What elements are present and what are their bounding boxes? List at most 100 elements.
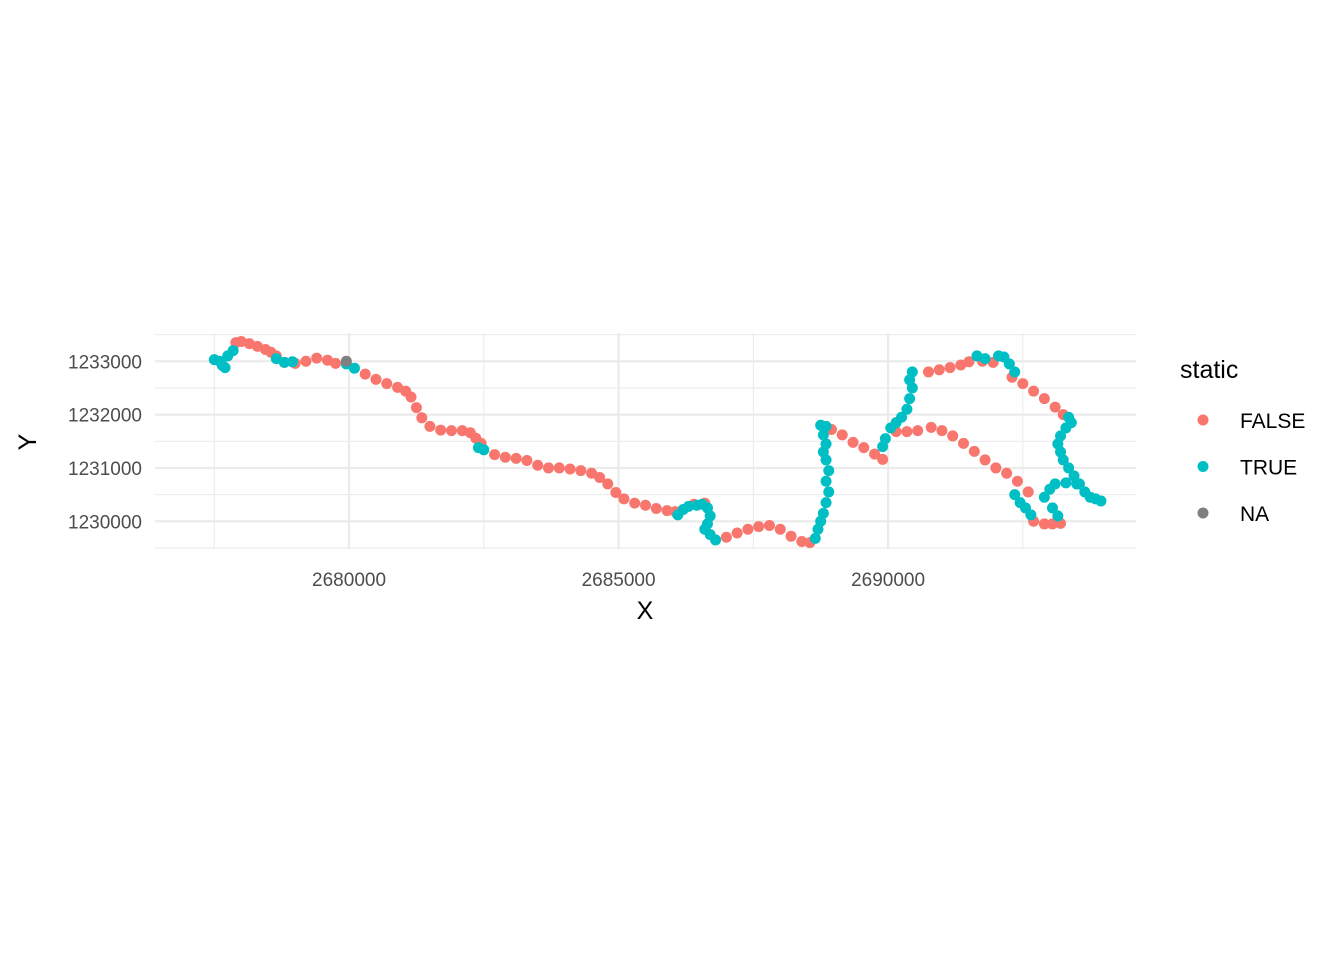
data-point	[618, 493, 630, 505]
legend-key-false	[1197, 414, 1209, 426]
data-point	[925, 421, 937, 433]
data-point	[785, 530, 797, 542]
data-point	[936, 425, 948, 437]
data-point	[594, 472, 606, 484]
data-point	[774, 523, 786, 535]
data-point	[445, 425, 457, 437]
y-tick-label: 1230000	[68, 512, 142, 533]
data-point	[820, 475, 832, 487]
data-point	[820, 438, 832, 450]
data-point	[489, 449, 501, 461]
data-point	[879, 433, 891, 445]
data-point	[906, 366, 918, 378]
data-point	[968, 445, 980, 457]
data-point	[564, 463, 576, 475]
data-point	[869, 448, 881, 460]
data-point	[1044, 483, 1056, 495]
data-point	[1063, 462, 1075, 474]
data-point	[963, 356, 975, 368]
data-point	[1038, 393, 1050, 405]
data-point	[227, 345, 239, 357]
data-point	[405, 391, 417, 403]
data-point	[381, 378, 393, 390]
x-axis-ticks: 2680000 2685000 2690000	[312, 570, 925, 591]
data-point	[1060, 422, 1072, 434]
data-point	[836, 429, 848, 441]
data-point	[896, 411, 908, 423]
data-point	[847, 436, 859, 448]
data-point	[1028, 385, 1040, 397]
data-point	[311, 352, 323, 364]
data-point	[1011, 475, 1023, 487]
data-point	[817, 429, 829, 441]
data-point	[640, 499, 651, 511]
data-point	[370, 373, 382, 385]
data-point	[1046, 502, 1058, 514]
data-point	[753, 521, 765, 533]
data-point	[1003, 358, 1015, 370]
data-point	[815, 419, 827, 431]
legend-label-false: FALSE	[1240, 410, 1305, 433]
data-point	[1057, 454, 1069, 466]
data-point	[510, 452, 522, 464]
legend: static FALSE TRUE NA	[1180, 356, 1305, 526]
data-point	[947, 430, 959, 442]
data-point	[933, 364, 945, 376]
data-point	[575, 465, 587, 477]
data-point	[877, 453, 889, 465]
data-point	[1009, 366, 1021, 378]
data-point	[809, 532, 821, 544]
data-point	[359, 368, 371, 380]
data-point	[1001, 467, 1013, 479]
legend-entries: FALSE TRUE NA	[1197, 410, 1305, 526]
data-point	[763, 520, 775, 532]
data-point	[1038, 518, 1050, 530]
legend-key-na	[1197, 507, 1209, 519]
data-point	[542, 462, 554, 474]
data-point	[1009, 489, 1021, 501]
data-point	[912, 425, 924, 437]
y-tick-label: 1232000	[68, 406, 142, 427]
data-point	[410, 402, 422, 414]
data-point	[499, 451, 511, 463]
data-point	[629, 497, 641, 509]
data-point	[901, 403, 913, 415]
data-point	[817, 507, 829, 519]
series-true	[208, 345, 1107, 546]
data-point	[710, 534, 722, 546]
data-point	[904, 393, 916, 405]
y-tick-label: 1233000	[68, 352, 142, 373]
y-axis-ticks: 1230000 1231000 1232000 1233000	[68, 352, 142, 533]
data-point	[1038, 491, 1050, 503]
data-point	[1025, 509, 1037, 521]
legend-label-na: NA	[1240, 503, 1269, 526]
data-point	[661, 505, 673, 517]
data-point	[858, 442, 870, 454]
y-axis-title: Y	[14, 433, 42, 450]
legend-key-true	[1197, 461, 1209, 472]
data-point	[823, 465, 835, 477]
data-point	[286, 356, 298, 368]
data-point	[610, 486, 622, 498]
data-point	[820, 497, 832, 509]
data-point	[602, 478, 614, 490]
data-point	[1071, 478, 1083, 490]
data-point	[416, 412, 428, 424]
data-point	[340, 355, 352, 367]
series-na	[340, 355, 352, 367]
data-point	[650, 502, 662, 514]
data-point	[586, 467, 598, 479]
data-point	[300, 355, 312, 367]
data-point	[901, 426, 913, 438]
data-point	[424, 420, 436, 432]
data-point	[720, 531, 732, 543]
data-point	[683, 500, 695, 512]
data-point	[521, 454, 533, 466]
data-point	[1095, 495, 1107, 507]
data-point	[922, 366, 934, 378]
data-point	[278, 356, 290, 368]
data-point	[823, 486, 835, 498]
data-point	[731, 527, 743, 539]
data-point	[979, 454, 991, 466]
